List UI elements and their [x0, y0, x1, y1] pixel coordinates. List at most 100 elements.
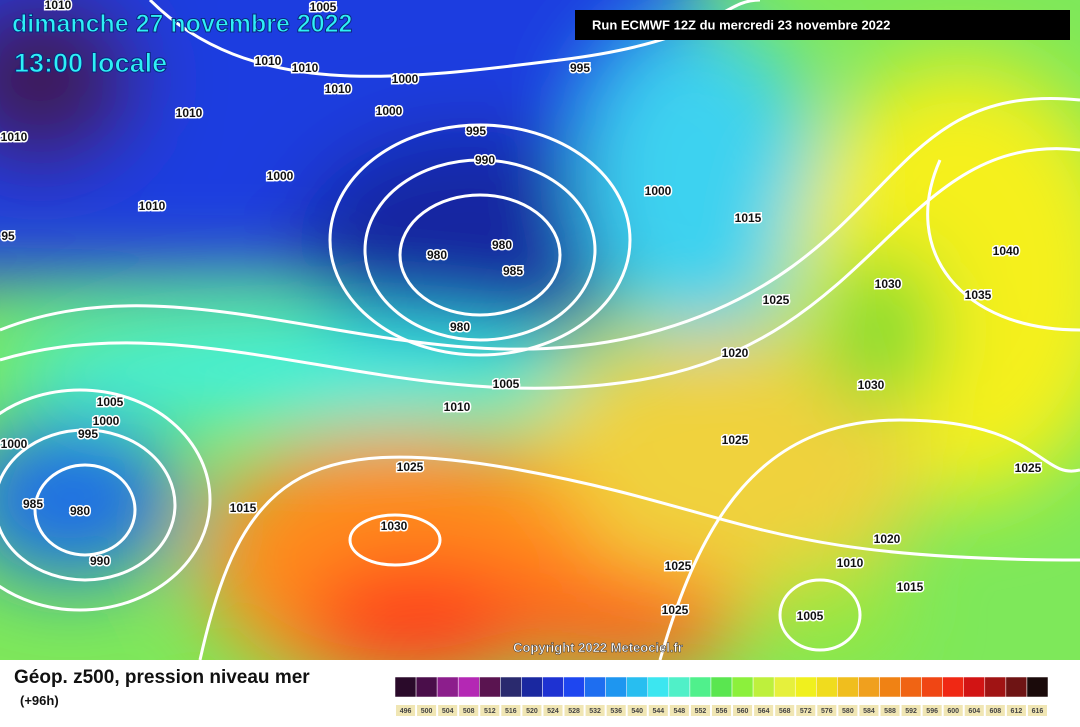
scale-swatch	[921, 676, 943, 698]
scale-label: 560	[737, 708, 749, 715]
scale-label: 572	[800, 708, 812, 715]
scale-swatch	[900, 676, 922, 698]
scale-swatch	[605, 676, 627, 698]
scale-label-bg	[606, 705, 626, 716]
scale-swatch	[858, 676, 880, 698]
isobar-label: 985	[23, 497, 43, 511]
time-title: 13:00 locale	[14, 48, 167, 78]
legend-title: Géop. z500, pression niveau mer	[14, 667, 310, 688]
scale-label: 576	[821, 708, 833, 715]
scale-label-bg	[733, 705, 753, 716]
scale-swatch	[584, 676, 606, 698]
scale-label-bg	[838, 705, 858, 716]
isobar-label: 1025	[397, 460, 424, 474]
scale-label-bg	[459, 705, 479, 716]
date-title: dimanche 27 novembre 2022	[12, 10, 352, 38]
scale-label: 524	[547, 708, 559, 715]
run-info: Run ECMWF 12Z du mercredi 23 novembre 20…	[592, 17, 890, 32]
scale-label-bg	[522, 705, 542, 716]
isobar-label: 985	[503, 264, 523, 278]
scale-label: 604	[968, 708, 980, 715]
isobar-label: 1035	[965, 288, 992, 302]
isobar-label: 990	[475, 153, 495, 167]
isobar-label: 1000	[267, 169, 294, 183]
scale-label: 540	[631, 708, 643, 715]
scale-label-bg	[711, 705, 732, 716]
scale-label-bg	[438, 705, 458, 716]
scale-label: 580	[842, 708, 854, 715]
isobar-label: 980	[492, 238, 512, 252]
scale-swatch	[963, 676, 986, 698]
scale-label-bg	[480, 705, 500, 716]
scale-label: 568	[779, 708, 791, 715]
scale-swatch	[837, 676, 859, 698]
scale-label: 588	[884, 708, 896, 715]
copyright: Copyright 2022 Meteociel.fr	[513, 640, 683, 655]
scale-swatch	[1026, 676, 1049, 698]
map-field	[0, 0, 1080, 660]
scale-swatch	[942, 676, 964, 698]
isobar-label: 1005	[97, 395, 124, 409]
isobar-label: 1010	[444, 400, 471, 414]
scale-label-bg	[754, 705, 774, 716]
isobar-label: 1010	[255, 54, 282, 68]
isobar-label: 990	[90, 554, 110, 568]
isobar-label: 1010	[837, 556, 864, 570]
isobar-label: 1005	[493, 377, 520, 391]
isobar-label: 1000	[376, 104, 403, 118]
isobar-label: 1030	[381, 519, 408, 533]
scale-label: 528	[568, 708, 580, 715]
scale-swatch	[816, 676, 838, 698]
scale-label-bg	[796, 705, 816, 716]
isobar-label: 995	[570, 61, 590, 75]
isobar-label: 1040	[993, 244, 1020, 258]
scale-label-bg	[627, 705, 647, 716]
scale-label-bg	[964, 705, 984, 716]
scale-label: 616	[1032, 708, 1044, 715]
scale-label: 496	[400, 708, 412, 715]
scale-swatch	[563, 676, 585, 698]
isobar-label: 1030	[875, 277, 902, 291]
scale-label-bg	[501, 705, 521, 716]
scale-label: 556	[716, 708, 728, 715]
isobar-label: 980	[450, 320, 470, 334]
isobar-label: 1025	[1015, 461, 1042, 475]
isobar-label: 1010	[139, 199, 166, 213]
scale-label: 596	[926, 708, 938, 715]
scale-label: 520	[526, 708, 538, 715]
scale-swatch	[689, 676, 712, 698]
scale-label-bg	[396, 705, 416, 716]
scale-label: 516	[505, 708, 517, 715]
isobar-label: 1000	[392, 72, 419, 86]
isobar-label: 1010	[1, 130, 28, 144]
scale-label: 500	[421, 708, 433, 715]
scale-label: 548	[674, 708, 686, 715]
scale-label-bg	[669, 705, 689, 716]
isobar-label: 1010	[176, 106, 203, 120]
scale-label-bg	[943, 705, 963, 716]
scale-label-bg	[585, 705, 605, 716]
scale-label-bg	[817, 705, 837, 716]
scale-label-bg	[901, 705, 921, 716]
isobar-label: 1015	[735, 211, 762, 225]
run-box	[575, 10, 1070, 40]
scale-swatch	[479, 676, 501, 698]
scale-label: 600	[947, 708, 959, 715]
isobar-label: 1025	[763, 293, 790, 307]
scale-label: 504	[442, 708, 454, 715]
isobar-label: 1000	[93, 414, 120, 428]
scale-label-bg	[922, 705, 942, 716]
isobar-label: 1005	[310, 0, 337, 14]
isobar-label: 1015	[230, 501, 257, 515]
scale-label-bg	[690, 705, 710, 716]
isobar-label: 1020	[722, 346, 749, 360]
scale-label: 592	[905, 708, 917, 715]
isobar-labels: 1010 1005 1010 1010 1000 1010 1000 1010 1010 995 9…	[0, 0, 1043, 625]
scale-label-bg	[859, 705, 879, 716]
isobar-label: 1015	[897, 580, 924, 594]
scale-label-bg	[564, 705, 584, 716]
scale-label: 552	[695, 708, 707, 715]
scale-label: 584	[863, 708, 875, 715]
